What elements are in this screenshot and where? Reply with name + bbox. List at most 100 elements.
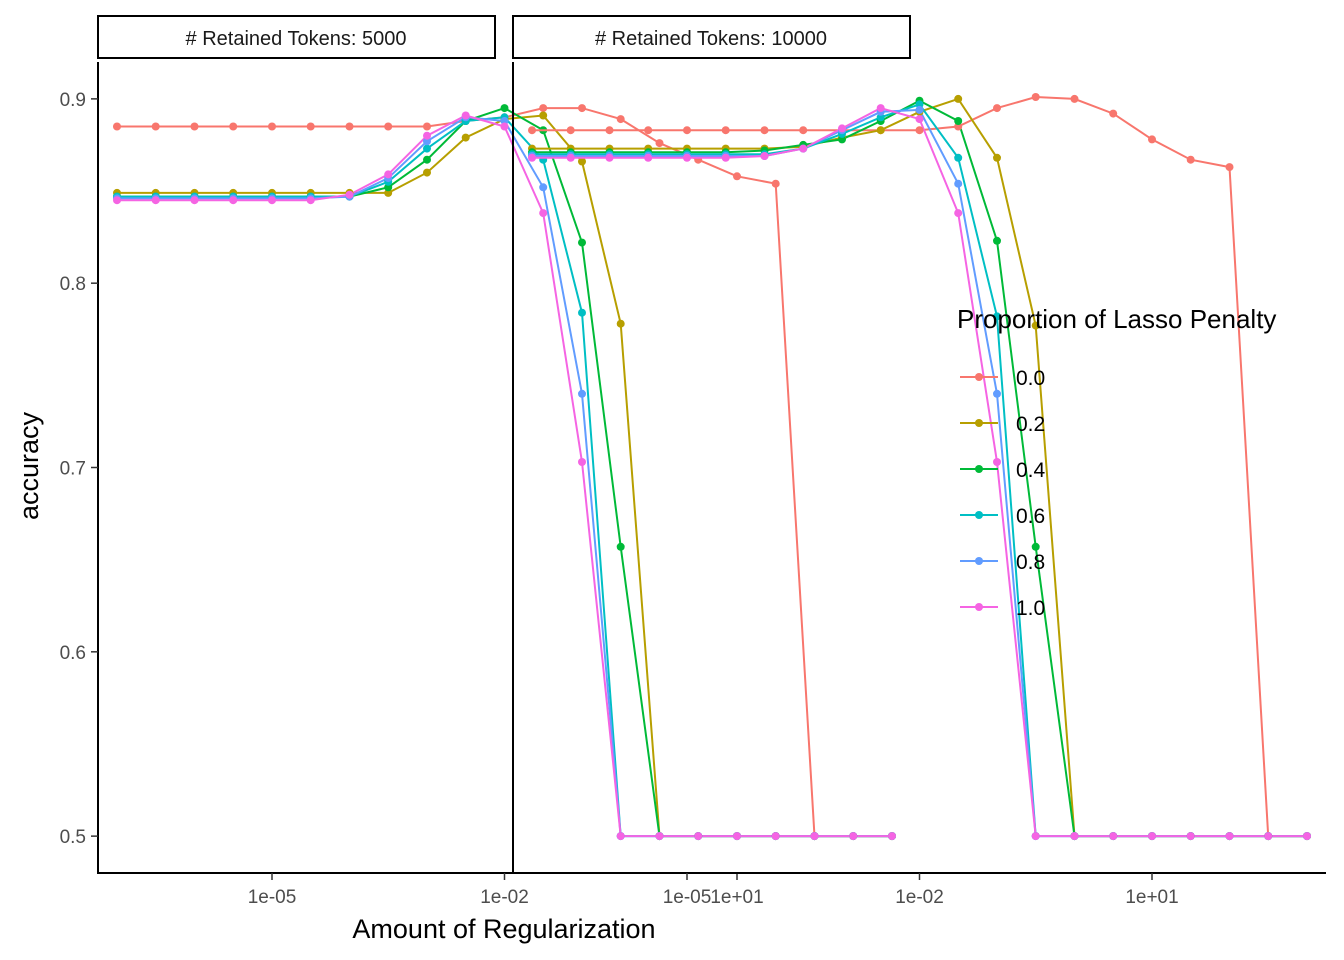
data-point-0.0 (306, 122, 315, 131)
data-point-0.4 (838, 135, 846, 144)
data-point-1.0 (113, 196, 121, 205)
data-point-0.2 (954, 94, 963, 103)
data-point-0.0 (229, 122, 238, 131)
data-point-0.0 (799, 126, 808, 135)
legend-label-1.0: 1.0 (1016, 597, 1045, 620)
series-line-0.2 (117, 114, 892, 838)
data-point-0.8 (423, 137, 431, 146)
data-point-0.2 (993, 153, 1001, 162)
data-point-0.0 (771, 179, 780, 188)
data-point-0.6 (578, 308, 586, 317)
data-point-0.2 (578, 157, 586, 166)
data-point-1.0 (915, 115, 924, 124)
data-point-1.0 (500, 122, 509, 131)
data-point-1.0 (384, 170, 393, 179)
data-point-0.0 (190, 122, 199, 131)
series-line-0.8 (117, 116, 892, 838)
data-point-0.4 (616, 542, 625, 551)
data-point-0.0 (683, 126, 691, 135)
series-line-0.4 (532, 99, 1307, 838)
data-point-0.0 (993, 104, 1001, 113)
data-point-0.0 (721, 126, 730, 135)
data-point-0.4 (423, 155, 431, 164)
series-line-0.6 (532, 103, 1307, 838)
data-point-1.0 (733, 832, 741, 841)
data-point-0.0 (733, 172, 741, 181)
data-point-1.0 (423, 131, 431, 140)
data-point-0.6 (876, 113, 885, 122)
legend-label-0.6: 0.6 (1016, 505, 1045, 528)
data-point-1.0 (771, 832, 780, 841)
legend-label-0.8: 0.8 (1016, 551, 1045, 574)
data-point-0.2 (423, 168, 431, 177)
data-point-0.0 (655, 139, 664, 148)
data-point-0.2 (539, 111, 548, 120)
series-line-0.2 (532, 97, 1307, 838)
data-point-0.0 (113, 122, 121, 131)
data-point-0.4 (578, 238, 586, 247)
y-tick-label: 0.5 (60, 827, 86, 848)
data-point-0.2 (1031, 321, 1040, 330)
data-point-1.0 (151, 196, 160, 205)
data-point-0.0 (915, 126, 924, 135)
data-point-0.0 (578, 104, 586, 113)
data-point-0.8 (578, 389, 586, 398)
data-point-1.0 (993, 458, 1001, 466)
data-point-0.0 (644, 126, 653, 135)
data-point-0.6 (915, 100, 924, 109)
data-point-0.2 (876, 126, 885, 135)
data-point-0.4 (384, 183, 393, 192)
legend: Proportion of Lasso Penalty 0.0 0.2 0.4 0.6… (957, 304, 1276, 620)
data-point-1.0 (694, 832, 703, 841)
data-point-0.0 (605, 126, 614, 135)
legend-key-point (975, 603, 983, 611)
data-point-1.0 (578, 458, 586, 466)
data-point-1.0 (1225, 832, 1234, 841)
data-point-0.0 (151, 122, 160, 131)
x-tick-label: 1e-05 (248, 887, 297, 908)
data-point-1.0 (539, 209, 548, 218)
data-point-0.2 (384, 188, 393, 197)
data-point-1.0 (721, 153, 730, 162)
data-point-0.0 (954, 122, 963, 131)
data-point-1.0 (655, 832, 664, 841)
data-point-1.0 (229, 196, 238, 205)
data-point-1.0 (1303, 832, 1311, 841)
legend-label-0.2: 0.2 (1016, 413, 1045, 436)
series-line-1.0 (532, 107, 1307, 838)
data-point-0.0 (1186, 155, 1195, 164)
data-point-0.4 (500, 104, 509, 113)
legend-key-point (975, 511, 983, 519)
series-line-0.6 (117, 116, 892, 838)
data-point-1.0 (838, 124, 846, 133)
data-point-0.8 (954, 179, 963, 188)
data-point-1.0 (1031, 832, 1040, 841)
x-tick-label: 1e-02 (480, 887, 529, 908)
series-line-0.0 (117, 107, 892, 838)
data-point-1.0 (345, 190, 354, 199)
data-point-0.0 (616, 115, 625, 124)
data-point-1.0 (876, 104, 885, 113)
data-point-0.0 (1031, 93, 1040, 101)
data-point-0.6 (423, 144, 431, 153)
legend-key-point (975, 465, 983, 473)
data-point-0.0 (1148, 135, 1156, 144)
data-point-1.0 (1264, 832, 1273, 841)
x-tick-label: 1e+01 (710, 887, 763, 908)
facet-panel-10000: 1e-05 1e-02 1e+01 (512, 62, 1326, 908)
data-point-0.0 (345, 122, 354, 131)
data-point-1.0 (528, 153, 536, 162)
data-point-0.6 (954, 153, 963, 162)
series-line-0.0 (532, 95, 1307, 838)
facet-strip-1: # Retained Tokens: 5000 (97, 15, 496, 59)
legend-key-point (975, 419, 983, 427)
y-axis: 0.5 0.6 0.7 0.8 0.9 (60, 90, 98, 848)
legend-label-0.0: 0.0 (1016, 367, 1045, 390)
series-line-0.8 (532, 108, 1307, 838)
data-point-0.0 (1070, 94, 1079, 103)
data-point-1.0 (888, 832, 896, 841)
x-tick-label: 1e-05 (663, 887, 712, 908)
data-point-0.6 (993, 312, 1001, 321)
y-axis-title: accuracy (14, 411, 44, 520)
